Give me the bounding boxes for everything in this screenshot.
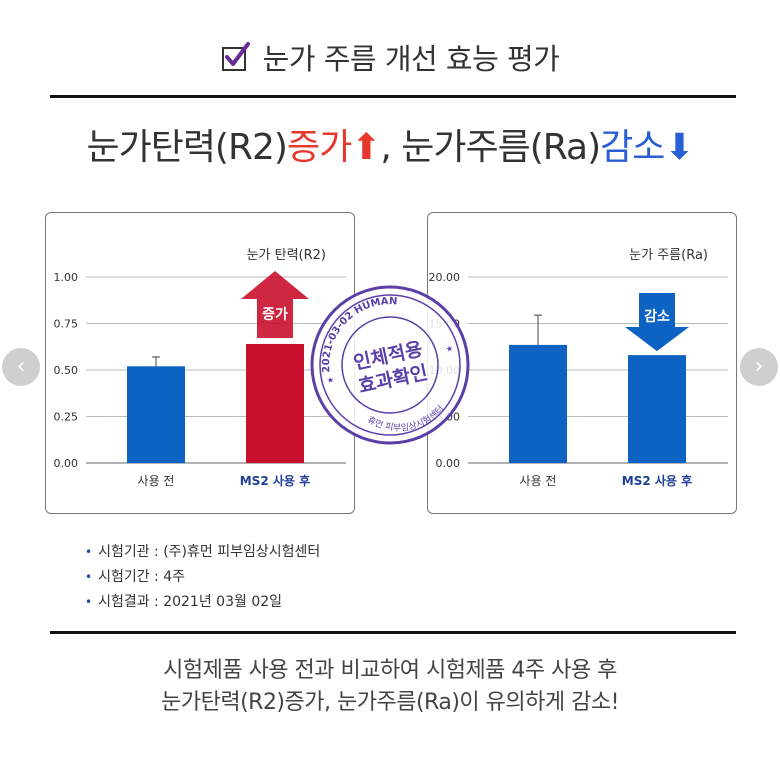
test-info-list: • 시험기관 : (주)휴먼 피부임상시험센터 • 시험기간 : 4주 • 시험결과 …	[85, 540, 320, 615]
chart-title: 눈가 주름(Ra)	[629, 248, 708, 263]
x-tick-label: MS2 사용 후	[240, 473, 310, 488]
next-slide-button[interactable]: ›	[740, 348, 778, 386]
y-tick-label: 1.00	[54, 271, 79, 284]
chart-elasticity: 눈가 탄력(R2) 0.00 0.25 0.50 0.75 1.00 사용 전 MS2 사용 …	[54, 248, 346, 488]
arrow-up-icon: ⬆	[351, 127, 381, 168]
bar	[509, 344, 567, 463]
x-tick-label: MS2 사용 후	[622, 473, 692, 488]
y-tick-label: 0.25	[54, 411, 79, 424]
summary-line2: 눈가탄력(R2)증가, 눈가주름(Ra)이 유의하게 감소!	[161, 690, 619, 715]
bullet-icon: •	[85, 595, 93, 609]
list-item: • 시험기간 : 4주	[85, 565, 320, 590]
list-item: • 시험결과 : 2021년 03월 02일	[85, 590, 320, 615]
y-tick-label: 0.00	[436, 457, 461, 470]
top-divider	[50, 95, 736, 98]
x-tick-label: 사용 전	[138, 474, 175, 488]
annotation-label: 감소	[644, 308, 670, 325]
chart-panel-elasticity: 눈가 탄력(R2) 0.00 0.25 0.50 0.75 1.00 사용 전 MS2 사용 …	[45, 212, 355, 514]
chart-title: 눈가 탄력(R2)	[247, 248, 326, 263]
section-header: 눈가 주름 개선 효능 평가	[0, 36, 780, 78]
y-tick-label: 20.00	[429, 271, 461, 284]
headline-increase: 증가	[286, 127, 352, 168]
bar	[246, 343, 304, 463]
x-tick-label: 사용 전	[520, 474, 557, 488]
stamp-ring: 2021-03-02 HUMAN 휴먼 피부임상시험센터 ★ ★ 인체적용 효과…	[309, 285, 470, 445]
check-box-icon	[221, 42, 251, 72]
arrow-down-icon: ⬇	[664, 127, 694, 168]
annotation-label: 증가	[262, 307, 288, 323]
bullet-icon: •	[85, 545, 93, 559]
headline-part1: 눈가탄력(R2)	[86, 127, 287, 168]
y-tick-label: 0.75	[54, 318, 79, 331]
headline: 눈가탄력(R2)증가⬆, 눈가주름(Ra)감소⬇	[0, 118, 780, 170]
y-tick-label: 0.50	[54, 364, 79, 377]
svg-text:★: ★	[326, 375, 335, 385]
headline-decrease: 감소	[600, 127, 665, 168]
list-item: • 시험기관 : (주)휴먼 피부임상시험센터	[85, 540, 320, 565]
y-tick-label: 0.00	[54, 457, 79, 470]
bar	[127, 366, 185, 463]
arrow-up-icon	[241, 271, 309, 338]
prev-slide-button[interactable]: ‹	[2, 348, 40, 386]
summary-text: 시험제품 사용 전과 비교하여 시험제품 4주 사용 후 눈가탄력(R2)증가,…	[0, 655, 780, 719]
page-title: 눈가 주름 개선 효능 평가	[262, 42, 560, 76]
bullet-icon: •	[85, 570, 93, 584]
headline-part2: , 눈가주름(Ra)	[380, 127, 601, 168]
bar	[628, 355, 686, 463]
svg-text:★: ★	[445, 344, 454, 354]
bottom-divider	[50, 631, 736, 634]
certification-stamp: 2021-03-02 HUMAN 휴먼 피부임상시험센터 ★ ★ 인체적용 효과…	[305, 280, 475, 454]
summary-line1: 시험제품 사용 전과 비교하여 시험제품 4주 사용 후	[163, 658, 617, 683]
arrow-down-icon	[625, 293, 689, 352]
